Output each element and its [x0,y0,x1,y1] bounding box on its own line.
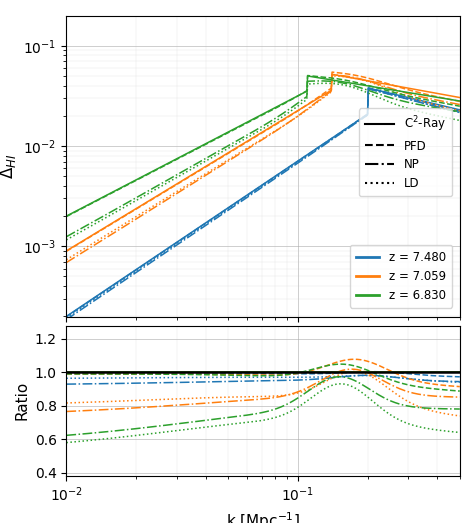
Legend: z = 7.480, z = 7.059, z = 6.830: z = 7.480, z = 7.059, z = 6.830 [350,245,452,308]
Y-axis label: $\Delta_{HI}$: $\Delta_{HI}$ [0,153,18,179]
X-axis label: k [Mpc$^{-1}$]: k [Mpc$^{-1}$] [226,510,300,523]
Y-axis label: Ratio: Ratio [14,381,29,420]
